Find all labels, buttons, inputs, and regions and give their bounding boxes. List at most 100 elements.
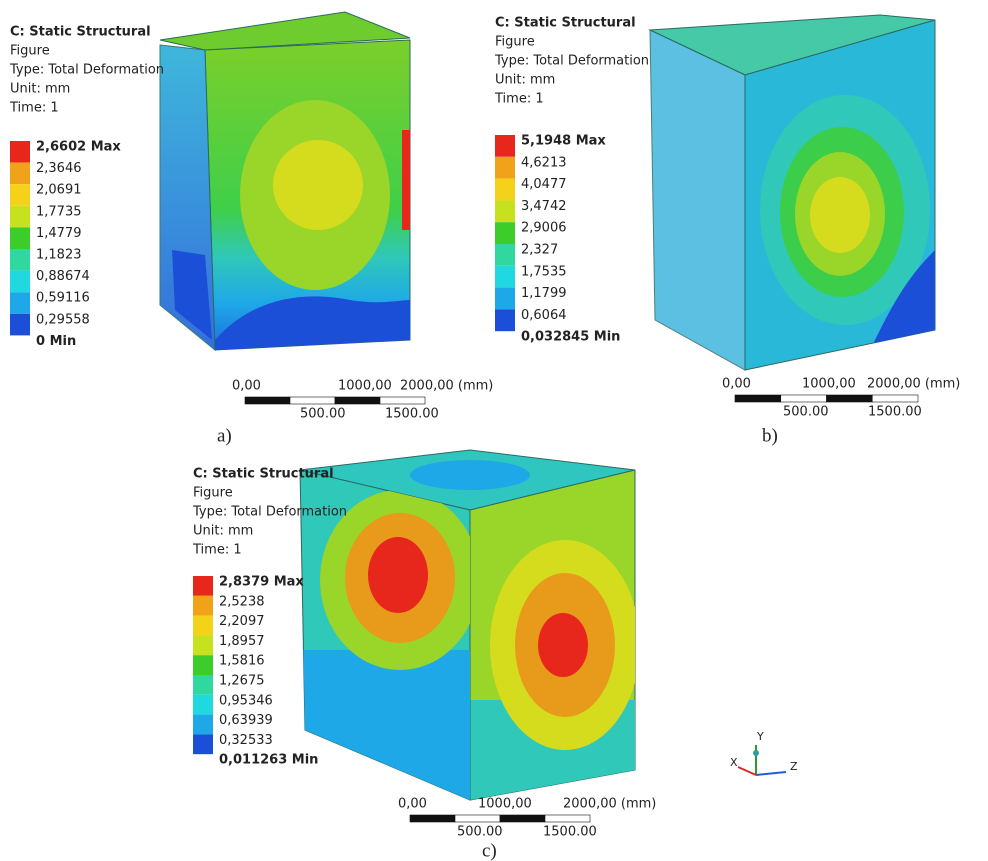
scale-segment: [335, 397, 380, 404]
model-c: [300, 450, 640, 810]
legend-label: 1,1823: [36, 248, 82, 263]
legend-label: 1,8957: [219, 634, 265, 649]
caption: b): [762, 425, 778, 446]
triad-axis: [756, 772, 786, 775]
scale-segment: [410, 815, 455, 822]
triad-label: X: [730, 756, 738, 769]
legend-swatch: [193, 715, 213, 735]
legend-label: 0,32533: [219, 733, 273, 748]
legend-label: 4,6213: [521, 155, 567, 170]
scale-segment: [735, 395, 781, 402]
triad-origin: [753, 750, 759, 756]
legend-swatch: [495, 179, 515, 201]
legend-swatch: [495, 157, 515, 179]
legend-swatch: [193, 616, 213, 636]
scale-label: 1500.00: [385, 407, 439, 422]
legend-swatch: [10, 292, 30, 314]
scale-segment: [545, 815, 590, 822]
legend-label: 2,3646: [36, 161, 82, 176]
header-line: Figure: [193, 486, 233, 501]
legend-label: 0,6064: [521, 308, 567, 323]
legend-label: 0,011263 Min: [219, 753, 318, 768]
legend-label: 2,5238: [219, 594, 265, 609]
legend-swatch: [495, 288, 515, 310]
header-line: C: Static Structural: [193, 467, 334, 482]
triad-label: Y: [756, 730, 764, 743]
header-line: Time: 1: [9, 101, 59, 116]
legend-swatch: [193, 596, 213, 616]
scale-label: 1500.00: [868, 405, 922, 420]
triad-axis: [738, 767, 756, 775]
scale-segment: [455, 815, 500, 822]
legend-label: 2,0691: [36, 183, 82, 198]
legend-swatch: [495, 200, 515, 222]
triad-label: Z: [790, 760, 798, 773]
legend-swatch: [10, 163, 30, 185]
legend-label: 4,0477: [521, 177, 567, 192]
legend-label: 0,29558: [36, 312, 90, 327]
page: {"panels": [ {"header": ["C: Static Stru…: [0, 0, 988, 861]
scale-label: 500.00: [783, 405, 829, 420]
legend-swatch: [10, 271, 30, 293]
scale-label: 500.00: [300, 407, 346, 422]
legend-label: 0 Min: [36, 334, 76, 349]
scale-label: 2000,00 (mm): [563, 797, 656, 812]
legend-swatch: [193, 734, 213, 754]
caption: a): [217, 425, 232, 446]
legend-label: 2,2097: [219, 614, 265, 629]
legend-swatch: [193, 635, 213, 655]
scale-segment: [290, 397, 335, 404]
legend-swatch: [495, 309, 515, 331]
legend-swatch: [495, 244, 515, 266]
scale-segment: [781, 395, 827, 402]
scale-segment: [245, 397, 290, 404]
legend-label: 1,4779: [36, 226, 82, 241]
legend-label: 1,5816: [219, 654, 265, 669]
legend-swatch: [10, 141, 30, 163]
legend-swatch: [193, 695, 213, 715]
header-line: Type: Total Deformation: [494, 54, 649, 69]
header-line: C: Static Structural: [10, 25, 151, 40]
legend-label: 2,6602 Max: [36, 140, 121, 155]
scale-segment: [500, 815, 545, 822]
legend-label: 0,95346: [219, 693, 273, 708]
scale-segment: [872, 395, 918, 402]
scale-segment: [827, 395, 873, 402]
scale-label: 500.00: [457, 825, 503, 840]
legend-label: 3,4742: [521, 199, 567, 214]
legend-swatch: [10, 227, 30, 249]
legend-label: 0,59116: [36, 291, 90, 306]
scale-label: 1500.00: [543, 825, 597, 840]
legend-label: 1,7735: [36, 204, 82, 219]
legend-label: 0,88674: [36, 269, 90, 284]
legend-swatch: [193, 675, 213, 695]
legend-label: 2,9006: [521, 221, 567, 236]
model-b: [650, 15, 935, 370]
scale-label: 1000,00: [802, 377, 856, 392]
header-line: Figure: [10, 44, 50, 59]
legend-label: 0,032845 Min: [521, 330, 620, 345]
legend-swatch: [495, 222, 515, 244]
legend-swatch: [10, 314, 30, 336]
legend-swatch: [495, 135, 515, 157]
scale-label: 0,00: [232, 379, 261, 394]
legend-label: 2,8379 Max: [219, 575, 304, 590]
header-line: Time: 1: [494, 92, 544, 107]
legend-label: 5,1948 Max: [521, 134, 606, 149]
header-line: Unit: mm: [10, 82, 70, 97]
figure: C: Static Structural Figure Type: Total De…: [0, 0, 988, 861]
header-line: Time: 1: [192, 543, 242, 558]
header-line: Type: Total Deformation: [192, 505, 347, 520]
legend-swatch: [10, 206, 30, 228]
scale-label: 0,00: [722, 377, 751, 392]
legend-swatch: [495, 266, 515, 288]
legend-label: 1,7535: [521, 264, 567, 279]
scale-label: 1000,00: [338, 379, 392, 394]
legend-swatch: [193, 655, 213, 675]
legend-swatch: [10, 184, 30, 206]
header-line: C: Static Structural: [495, 16, 636, 31]
scale-label: 2000,00 (mm): [867, 377, 960, 392]
caption: c): [482, 840, 497, 861]
legend-label: 1,2675: [219, 674, 265, 689]
scale-label: 2000,00 (mm): [400, 379, 493, 394]
